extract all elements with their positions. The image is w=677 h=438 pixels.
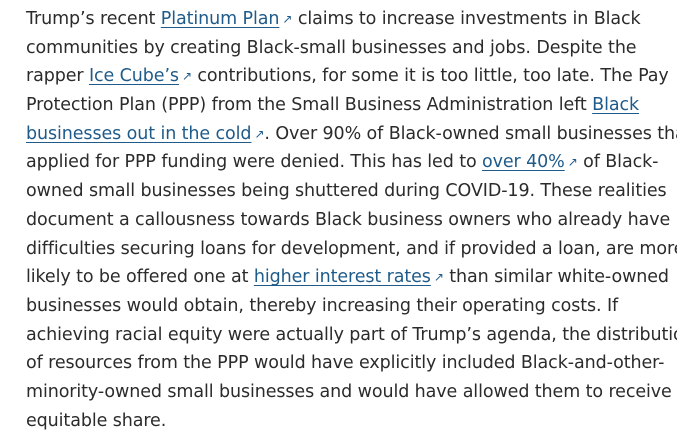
paragraph-line: applied for PPP funding were denied. Thi… [26,148,677,177]
paragraph-line: equitable share. [26,407,677,436]
paragraph-text: of resources from the PPP would have exp… [26,353,665,374]
paragraph-line: likely to be offered one at higher inter… [26,263,677,292]
paragraph-line: of resources from the PPP would have exp… [26,349,677,378]
inline-link-text: Platinum Plan [160,9,280,29]
paragraph-line: businesses would obtain, thereby increas… [26,292,677,321]
external-link-arrow-icon: ↗ [567,155,578,170]
paragraph-line: Protection Plan (PPP) from the Small Bus… [26,91,677,120]
paragraph-text: difficulties securing loans for developm… [26,238,677,259]
paragraph-line: achieving racial equity were actually pa… [26,321,677,350]
paragraph-text: achieving racial equity were actually pa… [26,324,677,345]
paragraph-line: difficulties securing loans for developm… [26,235,677,264]
paragraph-text: Protection Plan (PPP) from the Small Bus… [26,95,593,116]
paragraph-text: owned small businesses being shuttered d… [26,181,667,202]
paragraph-line: Trump’s recent Platinum Plan ↗ claims to … [26,5,677,34]
paragraph-line: communities by creating Black-small busi… [26,34,677,63]
article-paragraph: Trump’s recent Platinum Plan ↗ claims to … [26,5,677,435]
inline-link-text: over 40% [482,152,565,173]
paragraph-line: minority-owned small businesses and woul… [26,378,677,407]
inline-link[interactable]: Platinum Plan ↗ [161,9,293,29]
paragraph-text: minority-owned small businesses and woul… [26,381,677,402]
paragraph-line: businesses out in the cold ↗. Over 90% of… [26,120,677,149]
paragraph-text: Trump’s recent [26,9,161,29]
inline-link[interactable]: Black [592,95,639,115]
paragraph-text: claims to increase investments in Black [292,9,641,29]
inline-link-text: higher interest rates [253,267,431,288]
paragraph-text: . Over 90% of Black-owned small business… [264,123,677,144]
paragraph-text: than similar white-owned [443,267,669,288]
inline-link[interactable]: Ice Cube’s ↗ [89,66,192,86]
paragraph-text: of Black- [577,152,659,173]
inline-link[interactable]: businesses out in the cold ↗ [26,123,265,144]
paragraph-text: businesses would obtain, thereby increas… [26,295,619,316]
inline-link-text: businesses out in the cold [26,123,252,144]
external-link-arrow-icon: ↗ [282,12,293,26]
paragraph-line: owned small businesses being shuttered d… [26,177,677,206]
paragraph-text: likely to be offered one at [26,267,254,288]
inline-link-text: Black [592,95,640,116]
paragraph-text: equitable share. [26,410,167,431]
paragraph-text: applied for PPP funding were denied. Thi… [26,152,483,173]
paragraph-text: contributions, for some it is too little… [191,66,669,87]
paragraph-text: document a callousness towards Black bus… [26,209,671,230]
inline-link-text: Ice Cube’s [88,66,179,87]
external-link-arrow-icon: ↗ [433,270,444,285]
paragraph-line: document a callousness towards Black bus… [26,206,677,235]
paragraph-line: rapper Ice Cube’s ↗ contributions, for so… [26,62,677,91]
external-link-arrow-icon: ↗ [181,69,192,84]
inline-link[interactable]: over 40% ↗ [482,152,578,172]
inline-link[interactable]: higher interest rates ↗ [254,267,444,287]
paragraph-text: communities by creating Black-small busi… [26,37,637,58]
external-link-arrow-icon: ↗ [254,126,265,141]
paragraph-text: rapper [26,66,89,87]
